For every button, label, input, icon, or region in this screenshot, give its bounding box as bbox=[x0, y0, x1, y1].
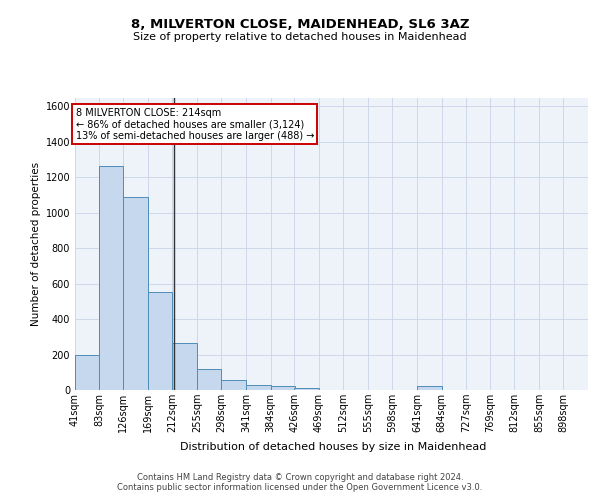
Bar bbox=[197, 368, 221, 390]
Bar bbox=[75, 356, 100, 390]
Bar bbox=[221, 380, 246, 390]
Text: Size of property relative to detached houses in Maidenhead: Size of property relative to detached ho… bbox=[133, 32, 467, 42]
Bar bbox=[172, 343, 197, 390]
Y-axis label: Number of detached properties: Number of detached properties bbox=[31, 162, 41, 326]
Bar bbox=[148, 292, 172, 390]
Text: Contains HM Land Registry data © Crown copyright and database right 2024.: Contains HM Land Registry data © Crown c… bbox=[137, 472, 463, 482]
Bar bbox=[99, 166, 124, 390]
Bar bbox=[124, 197, 148, 390]
Text: 8, MILVERTON CLOSE, MAIDENHEAD, SL6 3AZ: 8, MILVERTON CLOSE, MAIDENHEAD, SL6 3AZ bbox=[131, 18, 469, 30]
Bar bbox=[246, 384, 271, 390]
Text: Contains public sector information licensed under the Open Government Licence v3: Contains public sector information licen… bbox=[118, 484, 482, 492]
Bar bbox=[295, 388, 319, 390]
Bar bbox=[271, 386, 295, 390]
Bar bbox=[417, 386, 442, 390]
Text: 8 MILVERTON CLOSE: 214sqm
← 86% of detached houses are smaller (3,124)
13% of se: 8 MILVERTON CLOSE: 214sqm ← 86% of detac… bbox=[76, 108, 314, 141]
Text: Distribution of detached houses by size in Maidenhead: Distribution of detached houses by size … bbox=[180, 442, 486, 452]
